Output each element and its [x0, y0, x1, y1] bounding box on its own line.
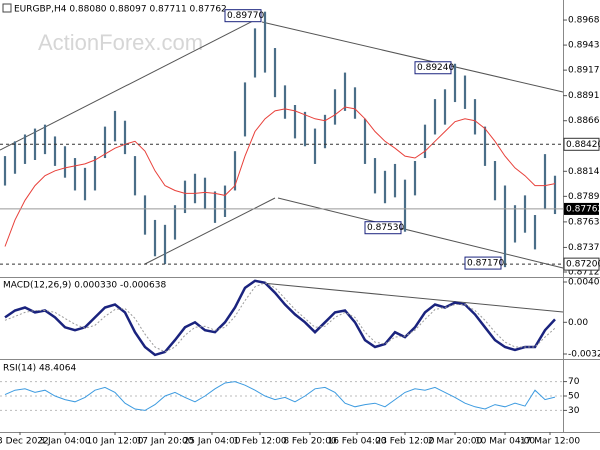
x-tick-label: 23 Feb 12:00	[375, 437, 434, 447]
series-line	[4, 106, 556, 247]
y-tick-label: 0.89175	[568, 66, 600, 76]
y-tick-label: -0.003209	[568, 350, 600, 360]
rsi-title: RSI(14) 48.4064	[3, 364, 76, 374]
annotation-box	[464, 256, 502, 270]
y-tick-label: 0.89685	[568, 16, 600, 26]
level-box	[563, 137, 600, 151]
x-tick-label: 10 Jan 12:00	[87, 437, 144, 447]
annotation-box	[224, 9, 262, 23]
x-tick-label: 1 Feb 12:00	[233, 437, 287, 447]
level-label: 0.88420	[566, 140, 600, 150]
last-price-label: 0.87762	[566, 204, 600, 214]
series-line	[4, 381, 556, 411]
annotation-label: 0.89240	[417, 63, 454, 73]
x-tick-label: 3 Jan 04:00	[39, 437, 91, 447]
watermark: ActionForex.com	[38, 30, 203, 55]
y-tick-label: 30	[568, 406, 580, 416]
annotation-label: 0.89770	[227, 11, 264, 21]
x-tick-label: 25 Jan 04:00	[184, 437, 241, 447]
macd-title: MACD(12,26,9) 0.000330 -0.000638	[3, 281, 166, 291]
annotation-box	[364, 221, 402, 235]
last-price-box	[564, 202, 599, 215]
trendline	[261, 21, 564, 93]
x-tick-label: 8 Feb 20:00	[283, 437, 337, 447]
annotation-label: 0.87170	[467, 259, 504, 269]
y-tick-label: 0.88145	[568, 167, 600, 177]
annotation-box	[414, 61, 452, 75]
trendline	[261, 282, 564, 313]
annotation-label: 0.87530	[367, 223, 404, 233]
trendlines	[0, 19, 564, 313]
y-tick-label: 0.004083	[568, 277, 600, 287]
x-tick-label: 23 Dec 2022	[0, 437, 49, 447]
trendline	[277, 197, 564, 269]
symbol-icon	[2, 3, 12, 13]
panel-frames	[0, 0, 600, 433]
x-tick-label: 17 Mar 12:00	[520, 437, 580, 447]
y-tick-label: 0.88915	[568, 91, 600, 101]
level-box	[563, 257, 600, 271]
series-line	[4, 279, 556, 357]
x-tick-label: 17 Jan 20:00	[137, 437, 194, 447]
y-tick-label: 70	[568, 377, 580, 387]
trendline	[0, 19, 256, 151]
y-tick-label: 0.00	[568, 318, 588, 328]
x-tick-label: 16 Feb 04:00	[327, 437, 386, 447]
x-tick-label: 10 Mar 04:00	[475, 437, 535, 447]
level-label: 0.87200	[566, 260, 600, 270]
chart-title: EURGBP,H4 0.88080 0.88097 0.87711 0.8776…	[14, 5, 227, 15]
x-tick-label: 2 Mar 20:00	[428, 437, 483, 447]
y-tick-label: 50	[568, 392, 580, 402]
